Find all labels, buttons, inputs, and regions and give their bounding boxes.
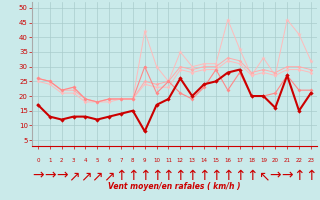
X-axis label: Vent moyen/en rafales ( km/h ): Vent moyen/en rafales ( km/h )	[108, 182, 241, 191]
